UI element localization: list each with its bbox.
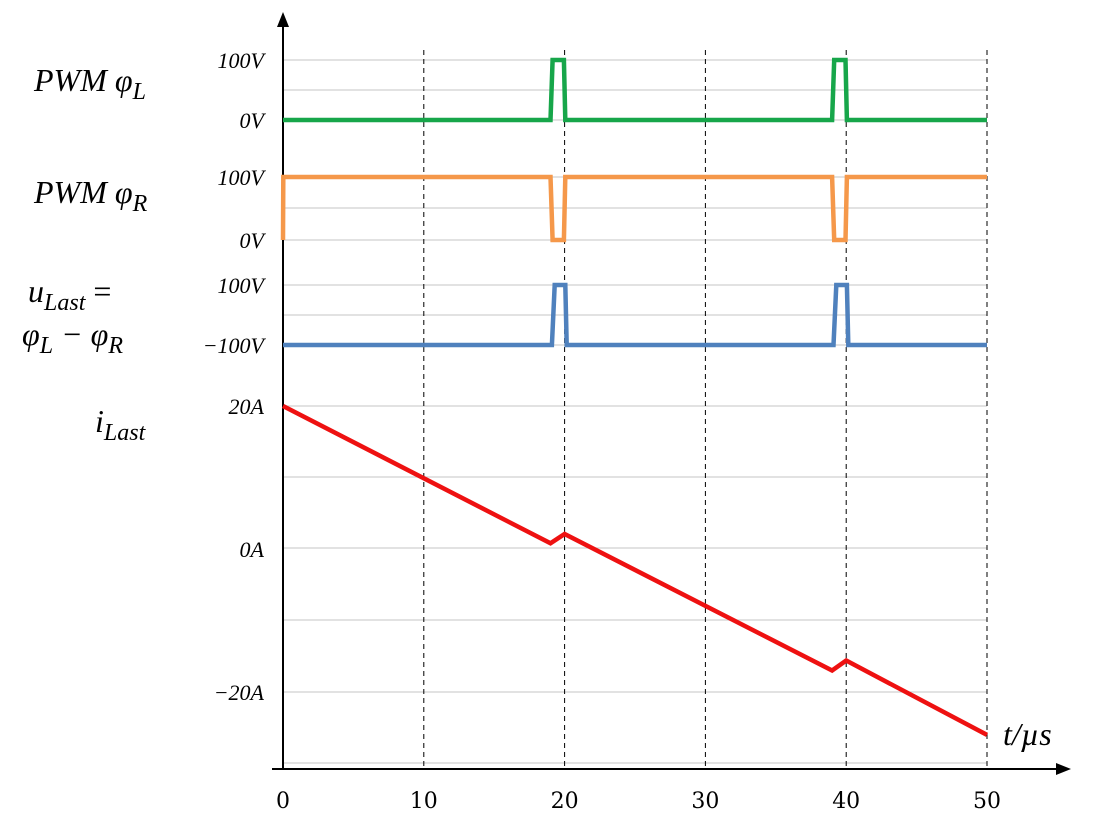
x-tick-label: 0: [276, 789, 290, 814]
label-i-last: iLast: [95, 403, 147, 446]
label-phi-l: PWM φL: [33, 62, 146, 105]
label-u2-sub-l: L: [39, 333, 53, 359]
x-tick-label: 50: [973, 789, 1001, 814]
label-phi-r-main: PWM φ: [33, 174, 133, 210]
x-tick-label: 40: [832, 789, 860, 814]
axes: [272, 12, 1071, 775]
y-tick-label: 100V: [218, 273, 267, 298]
label-u-line1: uLast =: [28, 273, 111, 316]
y-tick-label: −100V: [203, 333, 267, 358]
series-u-last: [283, 282, 987, 348]
x-tick-label: 10: [410, 789, 438, 814]
x-axis-label: t/µs: [1003, 716, 1052, 752]
label-phi-l-main: PWM φ: [33, 62, 133, 98]
y-tick-label: 100V: [218, 48, 267, 73]
y-tick-label: 0A: [240, 537, 265, 562]
horizontal-grid: [283, 59, 987, 764]
label-i-sub: Last: [103, 420, 147, 446]
y-tick-label: 0V: [240, 228, 267, 253]
x-tick-labels: 0 10 20 30 40 50: [276, 789, 1001, 814]
x-axis-arrow: [1056, 763, 1071, 775]
label-u-eq: =: [85, 273, 111, 309]
label-u2-phi: φ: [22, 316, 40, 352]
label-phi-r-sub: R: [132, 191, 148, 217]
series-pwm-phi-L: [283, 57, 987, 123]
label-u2-sub-r: R: [107, 333, 123, 359]
y-tick-label: 20A: [229, 394, 265, 419]
label-u-main: u: [28, 273, 44, 309]
series-pwm-phi-R: [280, 174, 987, 243]
x-tick-label: 30: [691, 789, 719, 814]
label-u-sub: Last: [43, 290, 87, 316]
y-tick-label: −20A: [214, 680, 265, 705]
y-tick-label: 0V: [240, 108, 267, 133]
label-i-main: i: [95, 403, 104, 439]
series-layer: [280, 57, 989, 737]
vertical-grid: [423, 50, 988, 769]
label-u-line2: φL − φR: [22, 316, 123, 359]
y-tick-labels: 100V 0V 100V 0V 100V −100V 20A 0A −20A: [203, 48, 267, 705]
y-axis-arrow: [277, 12, 289, 27]
x-tick-label: 20: [551, 789, 579, 814]
label-phi-l-sub: L: [132, 79, 146, 105]
series-i-last: [281, 403, 989, 737]
y-tick-label: 100V: [218, 165, 267, 190]
label-u2-mid: − φ: [53, 316, 108, 352]
label-phi-r: PWM φR: [33, 174, 148, 217]
